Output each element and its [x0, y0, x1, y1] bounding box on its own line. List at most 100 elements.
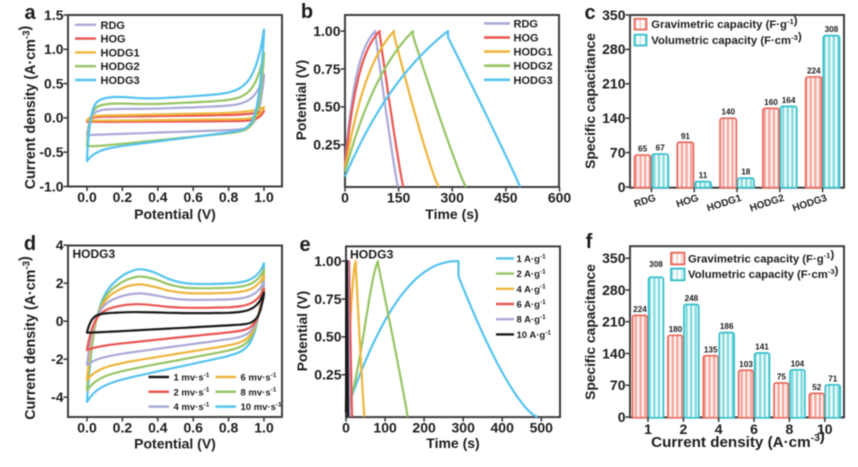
svg-text:160: 160: [764, 98, 778, 107]
svg-text:2: 2: [680, 421, 688, 437]
svg-text:0: 0: [342, 420, 350, 436]
svg-text:Gravimetric capacity (F·g-1): Gravimetric capacity (F·g-1): [688, 249, 834, 265]
svg-text:1.00: 1.00: [313, 23, 340, 39]
svg-text:0.4: 0.4: [148, 189, 168, 205]
svg-text:224: 224: [633, 305, 647, 314]
svg-text:1.0: 1.0: [254, 189, 274, 205]
svg-text:0.6: 0.6: [183, 189, 203, 205]
svg-text:140: 140: [721, 108, 735, 117]
svg-text:Current density (A·cm-3): Current density (A·cm-3): [651, 428, 825, 451]
svg-text:4 A·g-1: 4 A·g-1: [517, 284, 547, 296]
svg-text:350: 350: [602, 250, 626, 266]
svg-text:0.25: 0.25: [313, 137, 340, 153]
svg-text:0.8: 0.8: [219, 420, 239, 436]
svg-text:18: 18: [741, 168, 751, 177]
svg-text:HODG2: HODG2: [101, 61, 140, 73]
svg-text:75: 75: [777, 373, 787, 382]
svg-text:10 A·g-1: 10 A·g-1: [517, 329, 552, 341]
svg-text:140: 140: [602, 345, 626, 361]
svg-text:HODG1: HODG1: [101, 47, 140, 59]
svg-text:2: 2: [56, 275, 64, 291]
svg-text:0.2: 0.2: [113, 420, 133, 436]
svg-text:0.4: 0.4: [148, 420, 168, 436]
svg-text:RDG: RDG: [514, 18, 538, 30]
svg-text:150: 150: [387, 190, 411, 206]
svg-text:300: 300: [452, 420, 476, 436]
svg-text:308: 308: [649, 260, 663, 269]
svg-text:Volumetric capacity (F·cm-3): Volumetric capacity (F·cm-3): [688, 265, 839, 281]
svg-text:0.50: 0.50: [313, 99, 340, 115]
svg-text:0.25: 0.25: [314, 367, 341, 383]
svg-text:b: b: [301, 1, 313, 23]
svg-text:0.50: 0.50: [314, 329, 341, 345]
svg-text:300: 300: [441, 190, 465, 206]
svg-text:10 mv·s-1: 10 mv·s-1: [241, 402, 283, 414]
svg-text:450: 450: [494, 190, 518, 206]
svg-text:1.5: 1.5: [44, 7, 64, 23]
svg-text:70: 70: [610, 377, 626, 393]
svg-text:c: c: [584, 2, 595, 24]
svg-text:140: 140: [602, 110, 626, 126]
svg-text:RDG: RDG: [101, 20, 125, 32]
svg-text:6 mv·s-1: 6 mv·s-1: [241, 372, 277, 384]
svg-text:8 mv·s-1: 8 mv·s-1: [241, 387, 277, 399]
svg-text:1: 1: [644, 421, 652, 437]
svg-text:1.0: 1.0: [254, 420, 274, 436]
svg-text:135: 135: [704, 345, 718, 354]
svg-text:6 A·g-1: 6 A·g-1: [517, 299, 547, 311]
svg-text:0: 0: [341, 190, 349, 206]
svg-text:2 A·g-1: 2 A·g-1: [517, 269, 547, 281]
svg-text:10: 10: [817, 421, 833, 437]
svg-text:0.6: 0.6: [183, 420, 203, 436]
svg-text:104: 104: [791, 359, 805, 368]
svg-text:141: 141: [755, 343, 769, 352]
svg-text:0.75: 0.75: [314, 291, 341, 307]
svg-text:Current density (A·cm-3): Current density (A·cm-3): [18, 26, 39, 190]
svg-text:1 mv·s-1: 1 mv·s-1: [174, 372, 210, 384]
svg-text:71: 71: [828, 374, 838, 383]
svg-text:164: 164: [782, 96, 796, 105]
svg-text:Volumetric capacity (F·cm-3): Volumetric capacity (F·cm-3): [651, 31, 802, 47]
svg-text:224: 224: [807, 66, 821, 75]
svg-text:Potential (V): Potential (V): [294, 60, 309, 140]
svg-text:0.0: 0.0: [44, 110, 64, 126]
svg-text:65: 65: [638, 145, 648, 154]
svg-text:186: 186: [720, 322, 734, 331]
svg-text:91: 91: [681, 132, 691, 141]
svg-text:Potential (V): Potential (V): [295, 291, 310, 371]
svg-text:0.75: 0.75: [313, 61, 340, 77]
svg-text:-1.0: -1.0: [39, 178, 63, 194]
svg-text:Time (s): Time (s): [425, 206, 478, 222]
svg-text:6: 6: [750, 421, 758, 437]
svg-text:100: 100: [373, 420, 397, 436]
svg-text:0.0: 0.0: [77, 420, 97, 436]
svg-text:HODG3: HODG3: [514, 75, 553, 87]
svg-text:0.5: 0.5: [44, 75, 64, 91]
svg-text:103: 103: [739, 360, 753, 369]
svg-text:4: 4: [56, 237, 64, 253]
svg-text:HODG3: HODG3: [350, 248, 394, 262]
svg-text:8: 8: [786, 421, 794, 437]
svg-text:308: 308: [825, 25, 839, 34]
svg-text:0.8: 0.8: [219, 189, 239, 205]
svg-text:e: e: [299, 234, 310, 256]
svg-text:-4: -4: [51, 389, 64, 405]
svg-text:1 A·g-1: 1 A·g-1: [517, 253, 547, 265]
svg-text:Potential (V): Potential (V): [134, 436, 216, 452]
svg-text:Specific capacitance: Specific capacitance: [583, 33, 598, 169]
svg-text:4 mv·s-1: 4 mv·s-1: [174, 402, 210, 414]
svg-text:280: 280: [602, 282, 626, 298]
svg-text:280: 280: [602, 41, 626, 57]
svg-text:0.2: 0.2: [113, 189, 133, 205]
svg-text:11: 11: [699, 171, 708, 180]
svg-text:210: 210: [602, 76, 626, 92]
svg-text:0: 0: [618, 179, 626, 195]
svg-text:-2: -2: [51, 351, 64, 367]
svg-text:67: 67: [656, 144, 666, 153]
svg-text:200: 200: [412, 420, 436, 436]
svg-text:180: 180: [669, 325, 683, 334]
svg-text:Time (s): Time (s): [426, 435, 479, 451]
svg-text:Current density (A·cm-3): Current density (A·cm-3): [18, 256, 39, 420]
svg-text:8 A·g-1: 8 A·g-1: [517, 314, 547, 326]
svg-text:0: 0: [56, 313, 64, 329]
